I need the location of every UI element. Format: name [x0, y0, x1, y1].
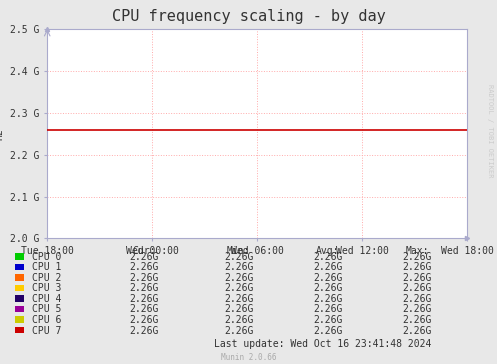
Text: 2.26G: 2.26G — [313, 262, 343, 272]
Text: 2.26G: 2.26G — [313, 252, 343, 262]
Text: 2.26G: 2.26G — [129, 294, 159, 304]
Text: 2.26G: 2.26G — [403, 315, 432, 325]
Text: 2.26G: 2.26G — [313, 325, 343, 336]
Text: CPU frequency scaling - by day: CPU frequency scaling - by day — [112, 9, 385, 24]
Text: 2.26G: 2.26G — [129, 273, 159, 283]
Text: Avg:: Avg: — [316, 246, 340, 256]
Text: Cur:: Cur: — [132, 246, 156, 256]
Text: 2.26G: 2.26G — [313, 294, 343, 304]
Y-axis label: Hz: Hz — [0, 128, 4, 140]
Text: CPU 7: CPU 7 — [32, 325, 62, 336]
Text: 2.26G: 2.26G — [224, 252, 253, 262]
Text: 2.26G: 2.26G — [129, 325, 159, 336]
Text: 2.26G: 2.26G — [313, 273, 343, 283]
Text: 2.26G: 2.26G — [403, 252, 432, 262]
Text: CPU 1: CPU 1 — [32, 262, 62, 272]
Text: 2.26G: 2.26G — [129, 252, 159, 262]
Text: Min:: Min: — [227, 246, 250, 256]
Text: 2.26G: 2.26G — [224, 283, 253, 293]
Text: 2.26G: 2.26G — [403, 294, 432, 304]
Text: CPU 4: CPU 4 — [32, 294, 62, 304]
Text: 2.26G: 2.26G — [224, 273, 253, 283]
Text: 2.26G: 2.26G — [313, 304, 343, 314]
Text: 2.26G: 2.26G — [224, 294, 253, 304]
Text: 2.26G: 2.26G — [313, 315, 343, 325]
Text: CPU 0: CPU 0 — [32, 252, 62, 262]
Text: CPU 6: CPU 6 — [32, 315, 62, 325]
Text: 2.26G: 2.26G — [224, 325, 253, 336]
Text: CPU 2: CPU 2 — [32, 273, 62, 283]
Text: 2.26G: 2.26G — [403, 304, 432, 314]
Text: RADTOOL / TOBI OETIKER: RADTOOL / TOBI OETIKER — [487, 84, 493, 178]
Text: 2.26G: 2.26G — [403, 273, 432, 283]
Text: 2.26G: 2.26G — [224, 262, 253, 272]
Text: Last update: Wed Oct 16 23:41:48 2024: Last update: Wed Oct 16 23:41:48 2024 — [214, 339, 432, 349]
Text: CPU 5: CPU 5 — [32, 304, 62, 314]
Text: 2.26G: 2.26G — [129, 315, 159, 325]
Text: 2.26G: 2.26G — [403, 262, 432, 272]
Text: Max:: Max: — [406, 246, 429, 256]
Text: Munin 2.0.66: Munin 2.0.66 — [221, 353, 276, 362]
Text: 2.26G: 2.26G — [224, 304, 253, 314]
Text: 2.26G: 2.26G — [129, 262, 159, 272]
Text: 2.26G: 2.26G — [129, 283, 159, 293]
Text: 2.26G: 2.26G — [129, 304, 159, 314]
Text: 2.26G: 2.26G — [224, 315, 253, 325]
Text: 2.26G: 2.26G — [403, 325, 432, 336]
Text: 2.26G: 2.26G — [403, 283, 432, 293]
Text: 2.26G: 2.26G — [313, 283, 343, 293]
Text: CPU 3: CPU 3 — [32, 283, 62, 293]
